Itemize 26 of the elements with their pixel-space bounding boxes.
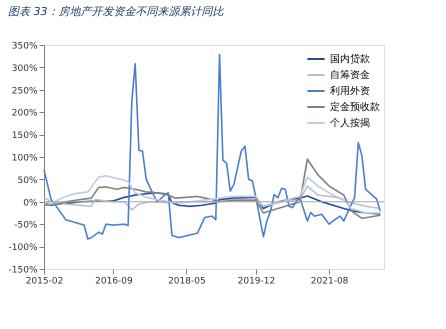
line-series bbox=[43, 192, 382, 215]
y-tick-label: 200% bbox=[12, 108, 38, 119]
y-tick-label: 150% bbox=[12, 131, 38, 142]
y-tick-label: -150% bbox=[8, 266, 38, 276]
chart-title: 图表 33：房地产开发资金不同来源累计同比 bbox=[8, 5, 225, 18]
x-tick-label: 2021-08 bbox=[310, 276, 349, 286]
legend-label: 自筹资金 bbox=[330, 69, 370, 81]
line-series bbox=[43, 185, 382, 211]
x-tick-label: 2019-12 bbox=[238, 276, 276, 286]
y-tick-label: 0% bbox=[23, 198, 38, 208]
legend-label: 利用外资 bbox=[330, 85, 370, 97]
line-series bbox=[43, 175, 382, 214]
legend-label: 国内贷款 bbox=[330, 53, 370, 65]
y-tick-label: -50% bbox=[14, 220, 38, 231]
y-tick-label: 250% bbox=[12, 86, 38, 96]
legend-label: 个人按揭 bbox=[330, 117, 370, 129]
line-series bbox=[43, 54, 382, 240]
y-tick-label: -100% bbox=[8, 243, 38, 254]
x-tick-label: 2016-09 bbox=[95, 276, 134, 286]
x-tick-label: 2018-05 bbox=[168, 276, 206, 286]
y-tick-label: 100% bbox=[12, 154, 38, 164]
y-tick-label: 300% bbox=[12, 64, 38, 74]
legend-label: 定金预收款 bbox=[330, 101, 380, 113]
y-tick-label: 350% bbox=[12, 42, 38, 52]
x-tick-label: 2015-02 bbox=[26, 276, 64, 286]
y-tick-label: 50% bbox=[17, 176, 38, 186]
